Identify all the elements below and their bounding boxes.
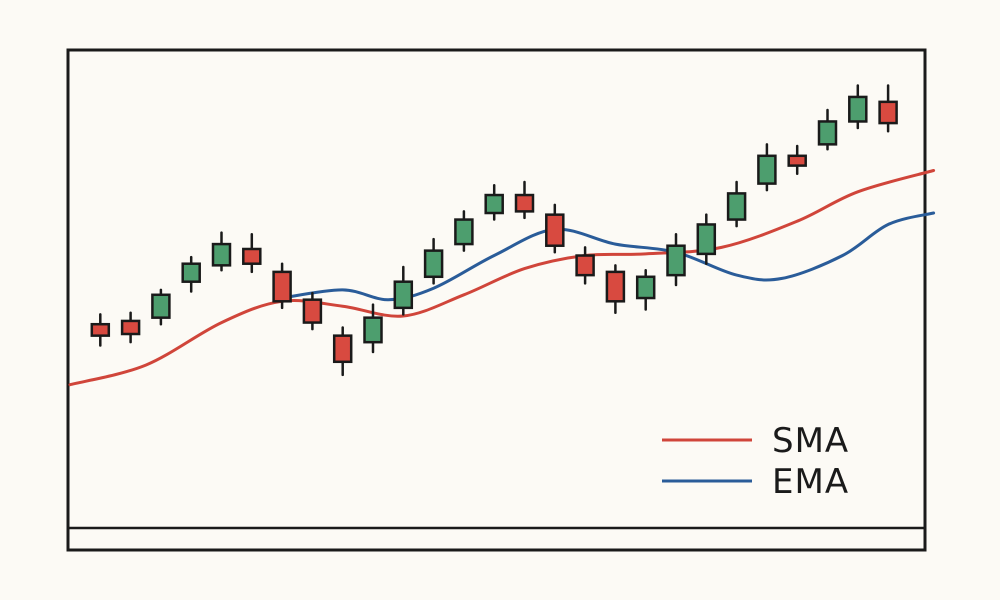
candle-body [878, 100, 898, 125]
candle-body [635, 275, 656, 300]
candle-body [272, 270, 292, 303]
candle-body [575, 254, 595, 277]
candle-body [666, 244, 686, 277]
candle-body [605, 270, 626, 303]
candle [302, 291, 323, 331]
candle-body [363, 316, 383, 344]
candle-body [211, 242, 232, 267]
candle [575, 246, 595, 285]
candle-body [514, 193, 535, 213]
candle-body [696, 223, 717, 256]
chart-frame [66, 48, 927, 552]
candle [666, 233, 686, 287]
candle-body [151, 293, 171, 319]
candle [90, 313, 111, 347]
legend-label-sma: SMA [772, 421, 849, 461]
candle [393, 265, 414, 316]
candle-body [181, 262, 201, 283]
candle-body [817, 120, 838, 146]
plot-border [66, 48, 927, 552]
candle [514, 180, 535, 220]
candle [454, 210, 474, 252]
moving-average-lines [68, 169, 936, 387]
candle [211, 231, 232, 272]
candle [545, 203, 565, 254]
candle [151, 288, 171, 326]
candle [242, 233, 262, 274]
candle-body [848, 95, 868, 123]
candle [787, 144, 807, 176]
candle-body [332, 334, 353, 364]
candle [635, 268, 656, 311]
candle [605, 264, 626, 315]
candle [848, 84, 868, 130]
candle-body [393, 280, 414, 310]
candle [696, 213, 717, 265]
candle-body [787, 154, 807, 167]
candle [120, 311, 141, 344]
candle [726, 180, 747, 228]
candle [484, 183, 504, 221]
candle-body [545, 213, 565, 247]
candles [90, 84, 898, 377]
candle [423, 237, 444, 285]
candle [878, 84, 898, 133]
candle-body [302, 298, 323, 324]
candle [363, 303, 383, 354]
ema-line [280, 211, 936, 302]
legend-label-ema: EMA [772, 462, 849, 502]
legend: SMA EMA [662, 421, 849, 502]
candle [817, 108, 838, 151]
candle-body [423, 249, 444, 279]
candle-body [90, 322, 111, 337]
candle-body [242, 247, 262, 265]
candle-body [726, 192, 747, 221]
sma-line [68, 169, 936, 387]
candle-body [757, 154, 777, 185]
candle-body [454, 218, 474, 246]
candle [272, 262, 292, 310]
candle [332, 326, 353, 377]
candle [757, 143, 777, 192]
candle-body [484, 193, 504, 215]
candle-body [120, 319, 141, 336]
candle [181, 255, 201, 293]
